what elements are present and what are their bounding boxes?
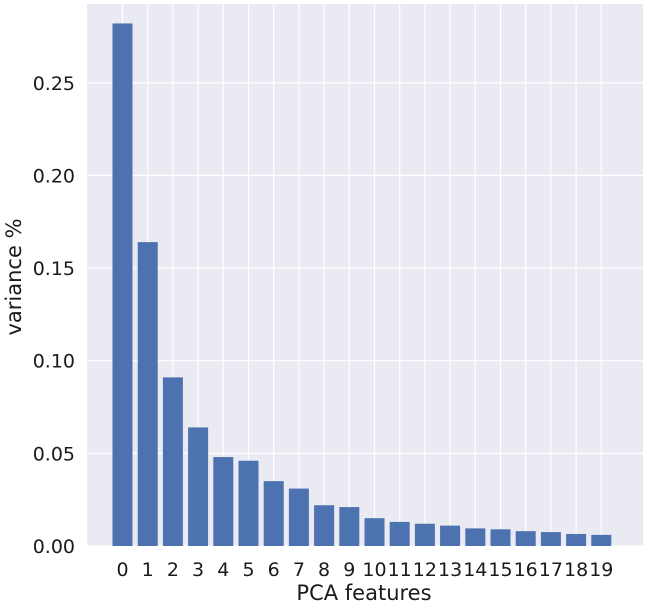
bar-14 [465, 528, 486, 546]
x-tick-label: 0 [116, 559, 128, 581]
x-axis-label: PCA features [296, 581, 431, 602]
x-tick-label: 11 [388, 559, 412, 581]
y-tick-label: 0.00 [33, 536, 75, 558]
bar-12 [414, 523, 435, 546]
bar-8 [314, 505, 335, 546]
x-tick-label: 8 [318, 559, 330, 581]
x-tick-label: 2 [167, 559, 179, 581]
y-tick-label: 0.15 [33, 258, 75, 280]
bar-17 [540, 532, 561, 546]
bar-18 [566, 533, 587, 546]
y-tick-label: 0.25 [33, 73, 75, 95]
x-tick-labels: 0 1 2 3 4 5 6 7 8 9 10 11 12 13 14 15 16 17 18 19 [116, 559, 613, 581]
x-tick-label: 15 [488, 559, 512, 581]
x-tick-label: 7 [293, 559, 305, 581]
bar-0 [112, 23, 133, 546]
bar-13 [440, 525, 461, 546]
x-tick-label: 5 [242, 559, 254, 581]
bar-4 [213, 457, 234, 546]
x-tick-label: 9 [343, 559, 355, 581]
y-tick-label: 0.10 [33, 351, 75, 373]
x-tick-label: 6 [268, 559, 280, 581]
y-tick-label: 0.05 [33, 443, 75, 465]
y-tick-label: 0.20 [33, 165, 75, 187]
x-tick-label: 19 [589, 559, 613, 581]
bar-16 [515, 531, 536, 546]
bar-7 [288, 488, 309, 546]
bar-2 [162, 377, 183, 546]
x-tick-label: 3 [192, 559, 204, 581]
y-axis-label: variance % [2, 218, 26, 335]
bar-6 [263, 481, 284, 546]
x-tick-label: 14 [463, 559, 487, 581]
y-tick-labels: 0.00 0.05 0.10 0.15 0.20 0.25 [33, 73, 75, 558]
bar-1 [137, 242, 158, 546]
x-tick-label: 18 [564, 559, 588, 581]
x-tick-label: 10 [362, 559, 386, 581]
grid [87, 4, 643, 547]
bar-9 [339, 507, 360, 546]
bars [112, 23, 612, 546]
bar-10 [364, 518, 385, 546]
bar-15 [490, 529, 511, 546]
x-tick-label: 12 [413, 559, 437, 581]
bar-5 [238, 460, 259, 546]
x-tick-label: 13 [438, 559, 462, 581]
x-tick-label: 1 [142, 559, 154, 581]
x-tick-label: 17 [539, 559, 563, 581]
bar-11 [389, 521, 410, 546]
x-tick-label: 16 [514, 559, 538, 581]
x-tick-label: 4 [217, 559, 229, 581]
bar-3 [188, 427, 209, 546]
bar-19 [591, 534, 612, 546]
